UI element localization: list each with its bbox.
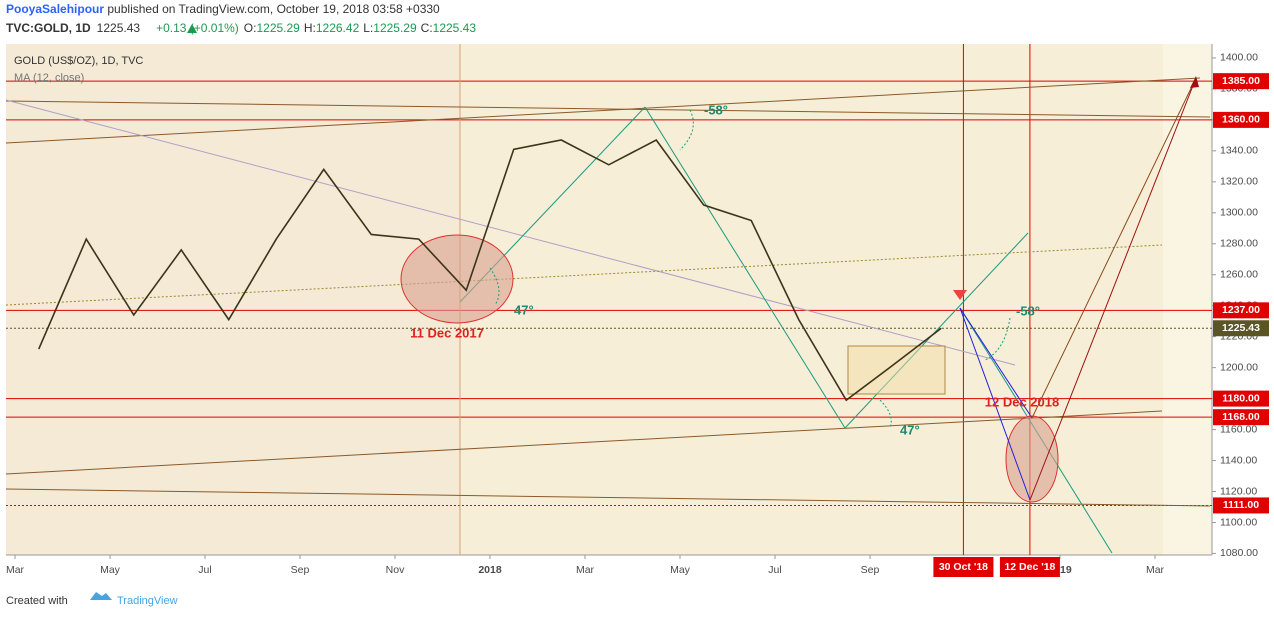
annotation: -58° xyxy=(1016,303,1040,318)
angle-arc xyxy=(984,317,1011,361)
level-label: 1168.00 xyxy=(1222,411,1260,423)
projection-arrow xyxy=(1031,77,1197,419)
ohlc-value: 1226.42 xyxy=(316,21,360,35)
highlight-ellipse xyxy=(400,234,514,324)
annotation: 47° xyxy=(514,302,534,317)
annotation: 47° xyxy=(900,422,920,437)
ohlc-value: 1225.29 xyxy=(256,21,300,35)
highlight-ellipse xyxy=(1005,415,1059,503)
trend-line xyxy=(644,106,846,429)
date-label: 30 Oct '18 xyxy=(939,561,988,573)
level-label: 1225.43 xyxy=(1222,322,1260,334)
ohlc-label: C: xyxy=(421,21,433,35)
y-tick-label: 1100.00 xyxy=(1220,516,1257,528)
trend-line xyxy=(844,232,1029,429)
price: 1225.43 xyxy=(97,21,141,35)
x-tick-label: Mar xyxy=(6,564,25,576)
date-label-box xyxy=(933,557,994,577)
level-label-box xyxy=(1213,320,1269,337)
ohlc-value: 1225.29 xyxy=(373,21,417,35)
trend-line xyxy=(5,100,1211,118)
ohlc-label: L: xyxy=(363,21,373,35)
annotation: 11 Dec 2017 xyxy=(410,325,484,340)
trend-line xyxy=(5,99,1016,366)
level-label: 1360.00 xyxy=(1222,114,1260,126)
brand-logo xyxy=(90,592,112,600)
trend-line xyxy=(5,77,1201,144)
x-tick-label: Jul xyxy=(768,564,781,576)
level-label: 1237.00 xyxy=(1222,304,1260,316)
projection-arrow xyxy=(959,307,1031,501)
y-tick-label: 1400.00 xyxy=(1220,52,1258,64)
ohlc-value: 1225.43 xyxy=(433,21,477,35)
y-tick-label: 1340.00 xyxy=(1220,145,1258,157)
x-tick-label: Jul xyxy=(198,564,211,576)
change: +0.13 (+0.01%) xyxy=(156,21,239,35)
x-tick-label: 2018 xyxy=(478,564,502,576)
level-label-box xyxy=(1213,390,1269,407)
published: published on TradingView.com, October 19… xyxy=(107,2,440,16)
x-tick-label: May xyxy=(100,564,121,576)
footer-text: Created with xyxy=(6,595,68,607)
y-tick-label: 1280.00 xyxy=(1220,238,1258,250)
chart-title: GOLD (US$/OZ), 1D, TVC xyxy=(14,55,143,67)
ohlc-label: O: xyxy=(244,21,257,35)
range-box xyxy=(847,345,946,395)
up-arrow xyxy=(187,24,197,33)
price-line xyxy=(38,138,942,402)
projection-arrow xyxy=(1029,77,1197,501)
x-tick-label: Nov xyxy=(386,564,405,576)
y-tick-label: 1080.00 xyxy=(1220,547,1258,559)
ohlc-label: H: xyxy=(304,21,316,35)
angle-arc xyxy=(879,399,892,429)
annotation: 12 Dec 2018 xyxy=(985,394,1059,409)
y-tick-label: 1320.00 xyxy=(1220,176,1258,188)
level-label: 1111.00 xyxy=(1223,499,1259,511)
y-tick-label: 1160.00 xyxy=(1220,423,1257,435)
date-label-box xyxy=(999,557,1060,577)
level-label: 1385.00 xyxy=(1222,75,1260,87)
projection-arrow xyxy=(959,307,1033,419)
y-tick-label: 1300.00 xyxy=(1220,207,1258,219)
date-label: 12 Dec '18 xyxy=(1004,561,1055,573)
x-tick-label: Sep xyxy=(861,564,880,576)
y-tick-label: 1260.00 xyxy=(1220,269,1258,281)
annotation: -58° xyxy=(704,102,728,117)
trend-line xyxy=(5,488,1211,507)
header-line: PooyaSalehipour published on TradingView… xyxy=(6,2,440,16)
level-label-box xyxy=(1213,409,1269,426)
symbol-line: TVC:GOLD, 1D 1225.43 +0.13 (+0.01%) O:1225.… xyxy=(6,21,476,35)
y-tick-label: 1140.00 xyxy=(1220,454,1257,466)
price-axis xyxy=(1212,44,1274,555)
footer-brand[interactable]: TradingView xyxy=(117,595,178,607)
level-label: 1180.00 xyxy=(1222,392,1260,404)
x-tick-label: Sep xyxy=(291,564,310,576)
trend-line xyxy=(5,410,1163,475)
indicator-label: MA (12, close) xyxy=(14,72,84,84)
arrow-head xyxy=(953,290,967,300)
symbol: TVC:GOLD, 1D xyxy=(6,21,91,35)
level-label-box xyxy=(1213,111,1269,128)
author: PooyaSalehipour xyxy=(6,2,104,16)
y-tick-label: 1200.00 xyxy=(1220,361,1258,373)
angle-arc xyxy=(489,267,500,306)
arrow-head xyxy=(1190,76,1199,88)
trend-line xyxy=(5,244,1163,306)
angle-arc xyxy=(679,109,694,151)
level-label-box xyxy=(1213,497,1269,514)
y-tick-label: 1120.00 xyxy=(1220,485,1257,497)
x-tick-label: Mar xyxy=(576,564,595,576)
shaded-area xyxy=(6,44,460,555)
drawings xyxy=(5,44,1211,555)
x-tick-label: May xyxy=(670,564,691,576)
x-tick-label: Mar xyxy=(1146,564,1165,576)
future-area xyxy=(1163,44,1212,555)
level-label-box xyxy=(1213,302,1269,319)
level-label-box xyxy=(1213,73,1269,90)
